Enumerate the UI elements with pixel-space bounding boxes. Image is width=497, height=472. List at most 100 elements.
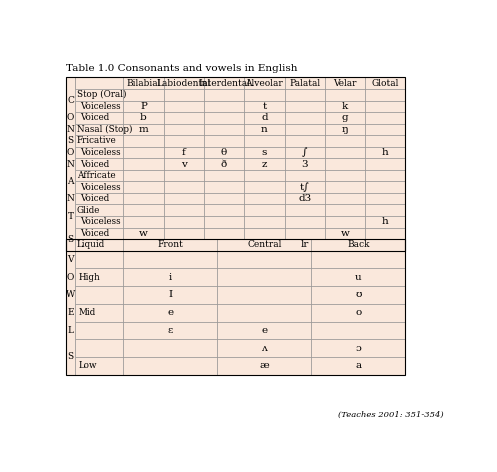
- Bar: [325, 193, 365, 204]
- Bar: [204, 216, 244, 228]
- Bar: [285, 89, 325, 101]
- Text: ʌ: ʌ: [261, 344, 267, 353]
- Bar: [285, 170, 325, 181]
- Bar: [244, 124, 285, 135]
- Text: Liquid: Liquid: [77, 240, 105, 249]
- Bar: [164, 135, 204, 147]
- Text: lr: lr: [301, 240, 309, 249]
- Bar: [204, 239, 244, 251]
- Text: O: O: [67, 148, 75, 157]
- Bar: [244, 89, 285, 101]
- Text: Back: Back: [347, 240, 370, 249]
- Bar: [76, 228, 123, 239]
- Bar: [365, 216, 406, 228]
- Text: N: N: [67, 125, 75, 134]
- Bar: [204, 89, 244, 101]
- Text: f: f: [182, 148, 186, 157]
- Bar: [164, 147, 204, 158]
- Bar: [285, 101, 325, 112]
- Bar: [204, 124, 244, 135]
- Bar: [365, 204, 406, 216]
- Bar: [217, 269, 312, 286]
- Bar: [123, 147, 164, 158]
- Bar: [76, 135, 123, 147]
- Text: High: High: [79, 273, 100, 282]
- Bar: [285, 228, 325, 239]
- Bar: [164, 193, 204, 204]
- Bar: [164, 216, 204, 228]
- Bar: [325, 101, 365, 112]
- Text: Voiced: Voiced: [80, 113, 109, 122]
- Bar: [123, 251, 217, 269]
- Text: o: o: [355, 308, 361, 317]
- Text: b: b: [140, 113, 147, 122]
- Bar: [285, 158, 325, 170]
- Text: ∫: ∫: [302, 148, 307, 157]
- Bar: [123, 216, 164, 228]
- Text: A: A: [68, 177, 74, 186]
- Bar: [285, 239, 325, 251]
- Bar: [365, 239, 406, 251]
- Bar: [76, 193, 123, 204]
- Text: n: n: [261, 125, 268, 134]
- Bar: [123, 124, 164, 135]
- Text: Voiceless: Voiceless: [80, 217, 121, 226]
- Bar: [76, 269, 123, 286]
- Bar: [325, 147, 365, 158]
- Text: Voiceless: Voiceless: [80, 183, 121, 192]
- Bar: [123, 239, 164, 251]
- Text: Voiceless: Voiceless: [80, 148, 121, 157]
- Bar: [217, 339, 312, 357]
- Bar: [123, 77, 164, 89]
- Bar: [204, 147, 244, 158]
- Bar: [217, 251, 312, 269]
- Bar: [76, 77, 123, 89]
- Bar: [244, 216, 285, 228]
- Text: Voiced: Voiced: [80, 229, 109, 238]
- Bar: [164, 204, 204, 216]
- Bar: [285, 181, 325, 193]
- Bar: [164, 112, 204, 124]
- Bar: [285, 135, 325, 147]
- Bar: [365, 112, 406, 124]
- Text: Fricative: Fricative: [77, 136, 117, 145]
- Bar: [244, 204, 285, 216]
- Bar: [244, 170, 285, 181]
- Bar: [76, 89, 123, 101]
- Bar: [204, 193, 244, 204]
- Bar: [244, 181, 285, 193]
- Text: S: S: [68, 136, 74, 145]
- Bar: [365, 228, 406, 239]
- Bar: [164, 77, 204, 89]
- Bar: [76, 147, 123, 158]
- Bar: [76, 321, 123, 339]
- Text: ɔ: ɔ: [355, 344, 361, 353]
- Bar: [325, 112, 365, 124]
- Text: e: e: [167, 308, 173, 317]
- Bar: [285, 112, 325, 124]
- Text: Low: Low: [79, 361, 97, 371]
- Bar: [123, 269, 217, 286]
- Bar: [365, 193, 406, 204]
- Text: Mid: Mid: [79, 308, 95, 317]
- Bar: [285, 147, 325, 158]
- Bar: [325, 124, 365, 135]
- Bar: [312, 321, 406, 339]
- Text: O: O: [67, 273, 75, 282]
- Bar: [244, 147, 285, 158]
- Bar: [76, 170, 123, 181]
- Text: Stop (Oral): Stop (Oral): [77, 90, 126, 99]
- Text: θ: θ: [221, 148, 227, 157]
- Text: S: S: [68, 353, 74, 362]
- Bar: [325, 89, 365, 101]
- Text: ð: ð: [221, 160, 227, 169]
- Bar: [244, 158, 285, 170]
- Bar: [365, 101, 406, 112]
- Bar: [76, 181, 123, 193]
- Bar: [76, 286, 123, 304]
- Bar: [76, 304, 123, 321]
- Text: g: g: [342, 113, 348, 122]
- Bar: [66, 77, 406, 251]
- Text: Palatal: Palatal: [289, 79, 320, 88]
- Bar: [204, 158, 244, 170]
